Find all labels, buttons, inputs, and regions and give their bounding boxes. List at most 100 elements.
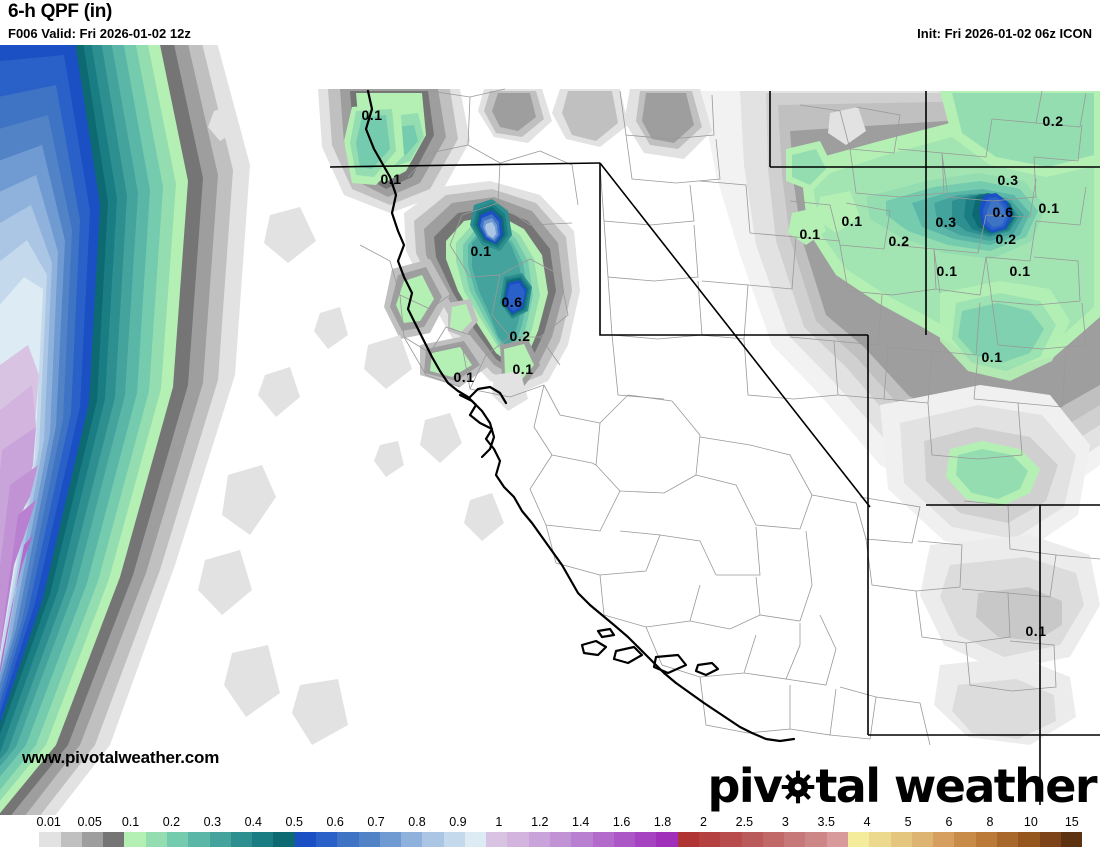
colorbar-swatch [720,832,742,847]
colorbar-swatch [528,832,551,847]
header-subbar: F006 Valid: Fri 2026-01-02 12z Init: Fri… [0,26,1100,45]
colorbar-swatch [890,832,912,847]
colorbar-swatch [1039,832,1061,847]
colorbar-swatch [954,832,976,847]
colorbar-tick: 1.6 [612,815,631,829]
contour-label: 0.6 [992,204,1014,220]
contour-label: 0.1 [936,263,958,279]
colorbar-swatch [486,832,508,847]
colorbar-swatch [294,832,316,847]
contour-label: 0.1 [1009,263,1031,279]
colorbar-swatch [550,832,572,847]
colorbar-swatch [315,832,338,847]
colorbar-swatch [337,832,359,847]
colorbar-swatch [677,832,699,847]
colorbar-swatch [571,832,593,847]
colorbar-swatch [699,832,721,847]
colorbar-tick: 1.8 [653,815,672,829]
contour-label: 0.1 [470,243,492,259]
colorbar-swatch [273,832,295,847]
colorbar-tick: 5 [904,815,912,829]
colorbar-tick: 0.4 [244,815,262,829]
colorbar-swatch [1060,832,1083,847]
contour-label: 0.1 [361,107,383,123]
colorbar-tick: 0.8 [408,815,426,829]
atmospheric-river-contours [0,45,250,815]
colorbar-tick: 1.4 [571,815,590,829]
colorbar-swatch [145,832,167,847]
contour-label: 0.2 [509,328,531,344]
contour-label: 0.1 [1025,623,1047,639]
contour-label: 0.2 [995,231,1017,247]
colorbar-swatch [464,832,487,847]
colorbar-tick: 3.5 [817,815,835,829]
colorbar-swatch [911,832,934,847]
valid-time-label: F006 Valid: Fri 2026-01-02 12z [8,26,191,41]
colorbar-swatch [422,832,444,847]
colorbar-swatch [379,832,402,847]
colorbar-tick: 2.5 [735,815,754,829]
colorbar-tick: 3 [781,815,789,829]
brand-text-pre: piv [707,759,783,813]
colorbar-tick: 4 [863,815,871,829]
colorbar-swatch [124,832,146,847]
colorbar-swatch [230,832,253,847]
colorbar-swatch [869,832,891,847]
init-time-label: Init: Fri 2026-01-02 06z ICON [917,26,1092,41]
colorbar-tick: 1.2 [531,815,549,829]
colorbar-swatch [996,832,1019,847]
contour-label: 0.3 [997,172,1019,188]
contour-label: 0.1 [1038,200,1060,216]
colorbar-swatches [18,832,1083,847]
offshore-light-precip [198,105,504,745]
intermountain-precip [478,89,1100,515]
colorbar-tick: 0.01 [36,815,61,829]
colorbar-swatch [18,832,40,847]
contour-label: 0.1 [380,171,402,187]
map-canvas[interactable]: 0.1 0.1 0.1 0.6 0.2 0.1 0.1 0.2 0.3 0.6 0.1 0.1 0.3 0… [0,45,1100,815]
colorbar-swatch [166,832,189,847]
colorbar-tick: 15 [1064,815,1079,829]
colorbar-swatch [933,832,955,847]
colorbar-swatch [358,832,380,847]
colorbar-legend[interactable]: 0.01 0.05 0.1 0.2 0.3 0.4 0.5 0.6 0.7 0.8 0.9 1 1.2 1… [0,815,1100,850]
contour-label: 0.3 [935,214,957,230]
colorbar-swatch [975,832,997,847]
colorbar-swatch [81,832,104,847]
contour-label: 0.1 [453,369,475,385]
colorbar-tick: 0.05 [77,815,102,829]
colorbar-swatch [762,832,785,847]
contour-label: 0.1 [981,349,1003,365]
contour-label: 0.2 [1042,113,1064,129]
colorbar-swatch [1018,832,1040,847]
gear-icon [781,770,815,804]
colorbar-swatch [507,832,529,847]
page-title: 6-h QPF (in) [8,1,113,22]
colorbar-tick: 1 [495,815,503,829]
colorbar-tick: 0.7 [367,815,385,829]
colorbar-swatch [613,832,636,847]
state-boundaries [329,91,1100,805]
colorbar-swatch [826,832,848,847]
colorbar-tick: 6 [945,815,953,829]
contour-label: 0.6 [501,294,523,310]
contour-label: 0.1 [799,226,821,242]
colorbar-tick: 0.2 [162,815,181,829]
colorbar-tick: 0.6 [326,815,344,829]
colorbar-swatch [209,832,231,847]
colorbar-swatch [60,832,82,847]
colorbar-swatch [39,832,61,847]
colorbar-tick: 10 [1023,815,1038,829]
contour-label: 0.1 [841,213,863,229]
qpf-contour-field [0,45,1100,815]
colorbar-tick: 0.1 [121,815,140,829]
watermark-url: www.pivotalweather.com [22,748,220,767]
colorbar-tick: 0.3 [203,815,222,829]
colorbar-tick: 2 [699,815,707,829]
watermark-brand: piv [708,763,1098,809]
colorbar-swatch [805,832,827,847]
colorbar-swatch [188,832,210,847]
colorbar-tick-labels: 0.01 0.05 0.1 0.2 0.3 0.4 0.5 0.6 0.7 0.8 0.9 1 1.2 1… [0,815,1100,831]
colorbar-swatch [103,832,125,847]
